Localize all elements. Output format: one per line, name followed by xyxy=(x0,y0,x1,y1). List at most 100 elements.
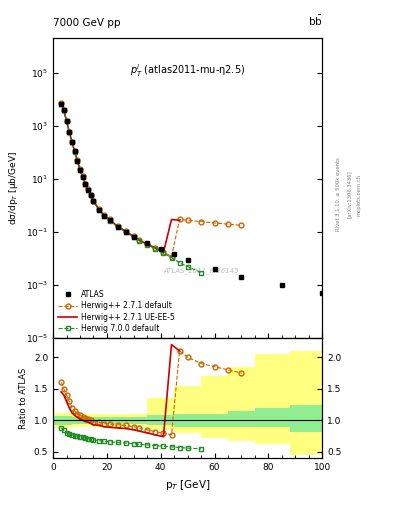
Herwig++ 2.7.1 default xyxy=(185,217,190,223)
Herwig 7.0.0 default xyxy=(199,269,204,275)
Herwig++ 2.7.1 UE-EE-5 xyxy=(145,241,150,247)
Herwig 7.0.0 default xyxy=(80,174,85,180)
Herwig 7.0.0 default xyxy=(61,107,66,113)
Herwig++ 2.7.1 default xyxy=(153,245,158,251)
Herwig++ 2.7.1 default xyxy=(61,106,66,113)
Legend: ATLAS, Herwig++ 2.7.1 default, Herwig++ 2.7.1 UE-EE-5, Herwig 7.0.0 default: ATLAS, Herwig++ 2.7.1 default, Herwig++ … xyxy=(57,289,176,334)
ATLAS xyxy=(64,118,69,124)
ATLAS xyxy=(78,167,83,173)
Herwig++ 2.7.1 default xyxy=(80,174,85,180)
ATLAS xyxy=(72,148,77,155)
ATLAS xyxy=(83,181,88,187)
ATLAS xyxy=(279,282,284,288)
Herwig++ 2.7.1 default xyxy=(169,253,174,260)
ATLAS xyxy=(88,192,93,198)
Herwig++ 2.7.1 default xyxy=(107,217,112,223)
Herwig 7.0.0 default xyxy=(67,129,72,135)
Herwig 7.0.0 default xyxy=(145,242,150,248)
Herwig++ 2.7.1 UE-EE-5 xyxy=(107,217,112,223)
Herwig++ 2.7.1 UE-EE-5 xyxy=(96,206,101,212)
Line: Herwig++ 2.7.1 default: Herwig++ 2.7.1 default xyxy=(59,101,244,259)
Herwig++ 2.7.1 default xyxy=(96,206,101,212)
Herwig++ 2.7.1 default xyxy=(145,241,150,247)
ATLAS xyxy=(59,100,64,106)
Herwig++ 2.7.1 default xyxy=(123,228,128,234)
Herwig++ 2.7.1 UE-EE-5 xyxy=(153,245,158,251)
Herwig++ 2.7.1 UE-EE-5 xyxy=(132,233,136,240)
Herwig++ 2.7.1 UE-EE-5 xyxy=(86,186,90,193)
Text: [arXiv:1306.3436]: [arXiv:1306.3436] xyxy=(347,170,352,219)
Herwig++ 2.7.1 default xyxy=(199,219,204,225)
Text: $p_T^l$ (atlas2011-mu-η2.5): $p_T^l$ (atlas2011-mu-η2.5) xyxy=(130,62,245,79)
Herwig++ 2.7.1 default xyxy=(137,237,141,243)
ATLAS xyxy=(212,266,217,272)
ATLAS xyxy=(123,229,128,235)
Text: ATLAS_2011_I926145: ATLAS_2011_I926145 xyxy=(163,267,239,274)
Herwig++ 2.7.1 UE-EE-5 xyxy=(123,228,128,234)
Herwig++ 2.7.1 default xyxy=(177,217,182,223)
Text: 7000 GeV pp: 7000 GeV pp xyxy=(53,18,121,28)
Herwig 7.0.0 default xyxy=(115,224,120,230)
Herwig 7.0.0 default xyxy=(96,207,101,213)
Herwig++ 2.7.1 UE-EE-5 xyxy=(169,217,174,223)
Herwig++ 2.7.1 UE-EE-5 xyxy=(137,237,141,243)
ATLAS xyxy=(158,246,163,252)
Herwig++ 2.7.1 UE-EE-5 xyxy=(88,192,93,198)
ATLAS xyxy=(102,212,107,219)
Herwig++ 2.7.1 default xyxy=(70,138,74,144)
Herwig 7.0.0 default xyxy=(86,187,90,193)
ATLAS xyxy=(86,186,90,193)
Herwig 7.0.0 default xyxy=(137,238,141,244)
Herwig++ 2.7.1 default xyxy=(86,186,90,192)
ATLAS xyxy=(96,207,101,213)
Herwig++ 2.7.1 default xyxy=(78,166,83,173)
Herwig++ 2.7.1 UE-EE-5 xyxy=(78,166,83,173)
Herwig 7.0.0 default xyxy=(153,246,158,252)
Herwig 7.0.0 default xyxy=(169,254,174,261)
ATLAS xyxy=(80,174,85,180)
ATLAS xyxy=(67,129,72,135)
Herwig++ 2.7.1 UE-EE-5 xyxy=(67,129,72,135)
Herwig++ 2.7.1 default xyxy=(239,222,244,228)
Herwig++ 2.7.1 default xyxy=(115,223,120,229)
Text: mcplots.cern.ch: mcplots.cern.ch xyxy=(357,174,362,216)
Herwig++ 2.7.1 default xyxy=(226,221,230,227)
ATLAS xyxy=(70,139,74,145)
ATLAS xyxy=(91,198,96,204)
ATLAS xyxy=(185,257,190,263)
Herwig++ 2.7.1 UE-EE-5 xyxy=(83,181,88,187)
Herwig++ 2.7.1 default xyxy=(102,212,107,218)
ATLAS xyxy=(61,107,66,113)
Herwig 7.0.0 default xyxy=(59,100,64,106)
Y-axis label: dσ/dp$_T$ [µb/GeV]: dσ/dp$_T$ [µb/GeV] xyxy=(7,152,20,225)
Herwig++ 2.7.1 default xyxy=(75,157,80,163)
Herwig++ 2.7.1 default xyxy=(83,180,88,186)
Herwig++ 2.7.1 default xyxy=(72,148,77,154)
Herwig 7.0.0 default xyxy=(132,234,136,241)
Herwig++ 2.7.1 default xyxy=(59,100,64,106)
Herwig++ 2.7.1 UE-EE-5 xyxy=(115,223,120,229)
Herwig 7.0.0 default xyxy=(91,198,96,204)
Herwig 7.0.0 default xyxy=(185,264,190,270)
Herwig 7.0.0 default xyxy=(88,192,93,198)
X-axis label: p$_T$ [GeV]: p$_T$ [GeV] xyxy=(165,478,210,492)
Line: ATLAS: ATLAS xyxy=(59,101,325,295)
ATLAS xyxy=(320,290,325,296)
Herwig++ 2.7.1 UE-EE-5 xyxy=(59,100,64,106)
ATLAS xyxy=(145,240,150,246)
Herwig 7.0.0 default xyxy=(78,167,83,174)
Line: Herwig 7.0.0 default: Herwig 7.0.0 default xyxy=(59,101,204,275)
Herwig++ 2.7.1 UE-EE-5 xyxy=(72,148,77,154)
Herwig++ 2.7.1 default xyxy=(212,220,217,226)
Herwig++ 2.7.1 default xyxy=(132,233,136,239)
Text: Rivet 3.1.10, ≥ 500k events: Rivet 3.1.10, ≥ 500k events xyxy=(336,158,341,231)
Herwig 7.0.0 default xyxy=(75,158,80,164)
ATLAS xyxy=(75,158,80,164)
Herwig++ 2.7.1 UE-EE-5 xyxy=(91,198,96,204)
Herwig 7.0.0 default xyxy=(177,260,182,266)
Herwig++ 2.7.1 UE-EE-5 xyxy=(80,174,85,180)
Herwig++ 2.7.1 default xyxy=(91,198,96,204)
Y-axis label: Ratio to ATLAS: Ratio to ATLAS xyxy=(19,368,28,429)
Herwig++ 2.7.1 UE-EE-5 xyxy=(161,249,166,255)
Herwig 7.0.0 default xyxy=(70,139,74,145)
